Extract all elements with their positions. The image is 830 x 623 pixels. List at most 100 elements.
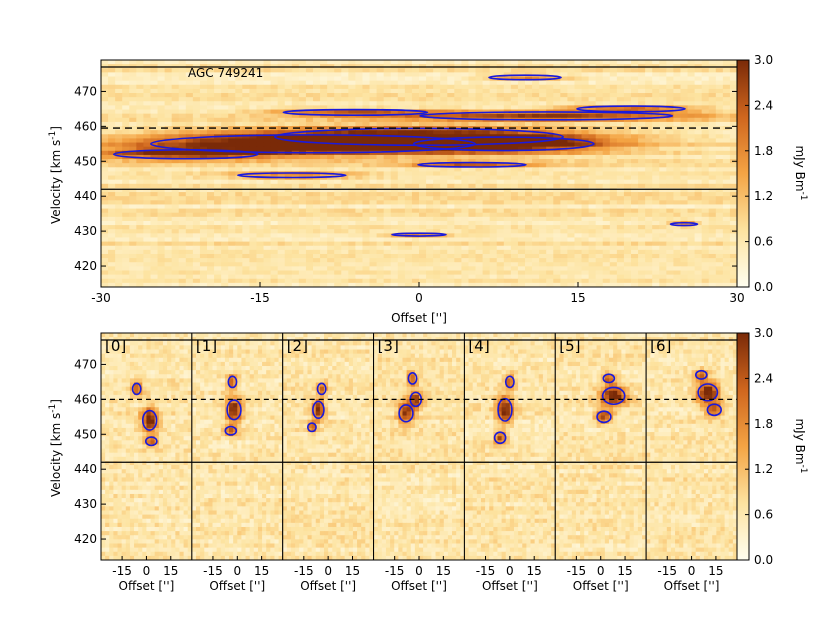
top-panel: AGC 749241 420 430 440 450 460 470 -30 -15 0 15 3…	[48, 59, 745, 325]
bottom-heatmap-1	[191, 333, 283, 560]
bottom-contour-2-2	[306, 422, 317, 433]
top-colorbar-label: mJy Bm-1	[793, 145, 808, 200]
bottom-colorbar-tick-label: 1.8	[754, 417, 773, 431]
bottom-x-tick-label: 0	[415, 564, 423, 578]
top-x-tick-label: 0	[415, 291, 423, 305]
bottom-contour-4-1	[493, 431, 507, 445]
bottom-x-axis-label: Offset ['']	[300, 579, 356, 593]
bottom-heatmap-4	[464, 333, 556, 560]
top-y-tick-label: 420	[74, 259, 97, 273]
bottom-contour-4-0	[497, 397, 513, 422]
top-colorbar-tick-label: 1.8	[754, 144, 773, 158]
bottom-y-tick-label: 440	[74, 462, 97, 476]
bottom-colorbar-tick-label: 1.2	[754, 462, 773, 476]
bottom-x-tick-label: 0	[688, 564, 696, 578]
bottom-x-tick-label: 0	[324, 564, 332, 578]
bottom-contour-4-2	[504, 375, 515, 389]
bottom-x-tick-label: 15	[527, 564, 542, 578]
bottom-y-tick-label: 470	[74, 357, 97, 371]
top-contour-9	[576, 105, 686, 113]
top-contour-2	[412, 136, 595, 152]
top-colorbar-tick-label: 1.2	[754, 189, 773, 203]
bottom-x-tick-label: 0	[233, 564, 241, 578]
bottom-colorbar-tick-label: 2.4	[754, 371, 773, 385]
bottom-colorbar-gradient	[736, 332, 750, 561]
bottom-contour-3-0	[398, 404, 414, 423]
top-colorbar-ticks: 0.0 0.6 1.2 1.8 2.4 3.0	[745, 53, 773, 294]
top-contour-10	[391, 232, 447, 237]
bottom-contour-1-1	[227, 375, 238, 389]
bottom-contour-5-0	[601, 386, 626, 406]
bottom-x-tick-label: 15	[617, 564, 632, 578]
bottom-contour-6-0	[697, 383, 719, 402]
top-contour-4	[419, 111, 674, 121]
bottom-x-axis-label: Offset ['']	[664, 579, 720, 593]
bottom-contour-0-0	[141, 409, 158, 431]
top-contour-6	[488, 74, 562, 81]
top-colorbar: 0.0 0.6 1.2 1.8 2.4 3.0 mJy Bm-1	[736, 53, 808, 294]
bottom-x-tick-label: 15	[254, 564, 269, 578]
bottom-contour-5-1	[596, 410, 612, 424]
bottom-contour-6-2	[694, 369, 708, 380]
bottom-colorbar-label: mJy Bm-1	[793, 418, 808, 473]
bottom-heatmap-2	[282, 333, 374, 560]
bottom-y-tick-label: 420	[74, 532, 97, 546]
bottom-colorbar-ticks: 0.0 0.6 1.2 1.8 2.4 3.0	[745, 326, 773, 567]
bottom-panel-label: [5]	[559, 337, 580, 355]
bottom-x-axis-label: Offset ['']	[209, 579, 265, 593]
top-overlay	[101, 66, 737, 190]
bottom-y-tick-label: 450	[74, 427, 97, 441]
bottom-x-tick-label: 15	[163, 564, 178, 578]
top-contour-7	[236, 172, 347, 179]
bottom-colorbar-tick-label: 0.6	[754, 508, 773, 522]
bottom-x-tick-label: -15	[567, 564, 587, 578]
top-y-tick-label: 470	[74, 84, 97, 98]
bottom-x-tick-label: 0	[143, 564, 151, 578]
top-contour-8	[417, 161, 527, 168]
bottom-x-axis-label: Offset ['']	[573, 579, 629, 593]
top-x-tick-label: -15	[250, 291, 270, 305]
bottom-x-tick-label: 15	[708, 564, 723, 578]
bottom-y-tick-label: 460	[74, 392, 97, 406]
top-contour-11	[669, 221, 699, 227]
top-colorbar-gradient	[736, 59, 750, 288]
top-y-tick-label: 430	[74, 224, 97, 238]
top-colorbar-tick-label: 0.6	[754, 235, 773, 249]
bottom-panel-label: [0]	[105, 337, 126, 355]
top-contour-5	[282, 108, 429, 116]
bottom-x-tick-label: -15	[294, 564, 314, 578]
bottom-x-tick-label: -15	[385, 564, 405, 578]
bottom-x-tick-label: 15	[345, 564, 360, 578]
bottom-heatmap-6	[646, 333, 738, 560]
top-x-tick-label: 30	[729, 291, 744, 305]
bottom-heatmap-5	[555, 333, 647, 560]
bottom-x-axis-label: Offset ['']	[119, 579, 175, 593]
bottom-contour-2-0	[312, 400, 325, 420]
top-y-tick-label: 460	[74, 119, 97, 133]
top-y-axis-label: Velocity [km s-1]	[48, 126, 63, 224]
bottom-x-tick-label: -15	[476, 564, 496, 578]
bottom-contour-2-1	[316, 382, 327, 396]
bottom-contour-1-0	[226, 399, 242, 421]
top-colorbar-tick-label: 2.4	[754, 98, 773, 112]
top-y-tick-label: 450	[74, 154, 97, 168]
top-contour-3	[112, 149, 259, 160]
bottom-y-axis-label: Velocity [km s-1]	[48, 399, 63, 497]
bottom-colorbar-tick-label: 0.0	[754, 553, 773, 567]
bottom-panel-label: [1]	[196, 337, 217, 355]
bottom-contour-5-2	[602, 373, 616, 384]
top-x-tick-label: -30	[91, 291, 111, 305]
bottom-x-tick-label: 0	[597, 564, 605, 578]
bottom-contour-0-2	[144, 436, 158, 447]
bottom-panel-label: [6]	[650, 337, 671, 355]
bottom-panel-label: [3]	[378, 337, 399, 355]
bottom-contour-1-2	[224, 425, 238, 436]
